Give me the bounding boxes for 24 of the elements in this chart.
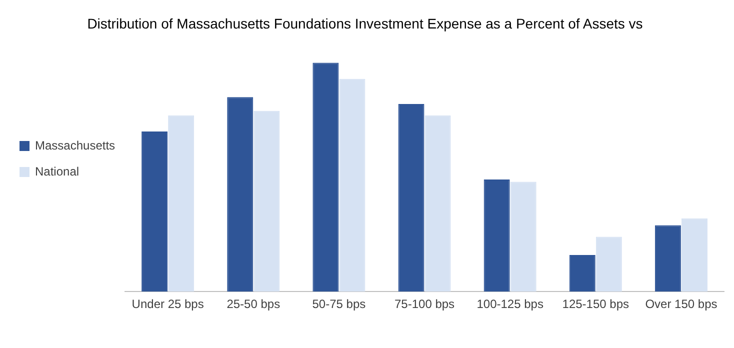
legend-label: National [35, 164, 80, 178]
bar [227, 97, 254, 292]
legend-label: Massachusetts [35, 138, 116, 152]
bar [510, 182, 536, 292]
bar [168, 115, 194, 292]
x-tick-label: Over 150 bps [645, 297, 718, 312]
bar [484, 179, 510, 292]
x-tick-label: 75-100 bps [394, 297, 455, 312]
bar [312, 62, 339, 292]
x-tick-label: Under 25 bps [132, 297, 204, 312]
x-tick-label: 25-50 bps [226, 297, 280, 312]
x-tick-label: 125-150 bps [562, 297, 630, 312]
x-tick-label: 100-125 bps [476, 297, 544, 312]
bar [398, 104, 424, 292]
bar [654, 225, 681, 292]
bar [254, 110, 280, 292]
bar [596, 236, 622, 292]
bar [681, 218, 708, 292]
x-tick-label: 50-75 bps [312, 297, 366, 312]
bar [424, 115, 451, 292]
bar [339, 78, 366, 292]
bar [142, 131, 168, 292]
chart-title: Distribution of Massachusetts Foundations Investment Expense as a Percent of Assets vs [87, 15, 643, 32]
bar [569, 254, 596, 292]
